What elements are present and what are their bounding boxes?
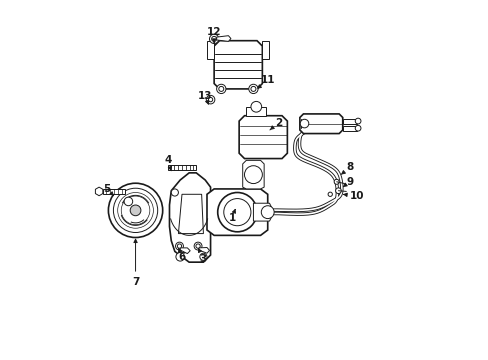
Circle shape: [206, 95, 214, 104]
Circle shape: [121, 196, 149, 225]
Polygon shape: [342, 126, 356, 131]
Circle shape: [354, 125, 360, 131]
Text: 10: 10: [343, 191, 364, 201]
Polygon shape: [103, 189, 124, 194]
Circle shape: [250, 86, 255, 91]
Text: 11: 11: [257, 75, 274, 88]
Circle shape: [354, 118, 360, 124]
Polygon shape: [216, 36, 230, 41]
Circle shape: [208, 98, 212, 102]
Polygon shape: [214, 41, 262, 89]
Polygon shape: [198, 248, 209, 253]
Circle shape: [118, 193, 153, 228]
Polygon shape: [262, 41, 268, 59]
Circle shape: [218, 86, 224, 91]
Polygon shape: [95, 187, 102, 196]
Polygon shape: [169, 173, 210, 262]
Circle shape: [176, 252, 184, 261]
Polygon shape: [239, 116, 287, 158]
Text: 8: 8: [341, 162, 353, 174]
Text: 9: 9: [343, 177, 353, 187]
Circle shape: [217, 193, 257, 232]
Circle shape: [209, 34, 218, 44]
Polygon shape: [178, 194, 203, 234]
Circle shape: [300, 119, 308, 128]
Circle shape: [175, 242, 183, 250]
Text: 4: 4: [163, 156, 171, 171]
Circle shape: [108, 183, 163, 238]
Polygon shape: [206, 41, 214, 59]
Circle shape: [113, 188, 157, 233]
Circle shape: [244, 166, 262, 184]
Circle shape: [177, 244, 181, 248]
Circle shape: [224, 199, 250, 226]
Circle shape: [250, 102, 261, 112]
Circle shape: [130, 205, 141, 216]
Text: 12: 12: [206, 27, 221, 42]
Polygon shape: [206, 189, 267, 235]
Circle shape: [261, 206, 274, 219]
Circle shape: [333, 179, 339, 184]
Polygon shape: [253, 203, 271, 221]
Text: 3: 3: [198, 248, 206, 264]
Circle shape: [196, 244, 200, 248]
Circle shape: [200, 253, 206, 260]
Circle shape: [327, 192, 332, 197]
Polygon shape: [299, 114, 342, 134]
Text: 1: 1: [228, 210, 235, 222]
Polygon shape: [167, 165, 196, 170]
Circle shape: [171, 189, 178, 196]
Circle shape: [194, 242, 202, 250]
Polygon shape: [342, 118, 356, 123]
Polygon shape: [180, 248, 190, 253]
Text: 6: 6: [178, 249, 185, 262]
Polygon shape: [242, 160, 264, 189]
Text: 7: 7: [132, 239, 139, 287]
Text: 13: 13: [198, 91, 212, 104]
Circle shape: [124, 197, 132, 206]
Circle shape: [211, 36, 216, 41]
Bar: [246, 107, 265, 116]
Circle shape: [335, 188, 341, 194]
Text: 5: 5: [103, 184, 113, 195]
Circle shape: [216, 84, 225, 94]
Circle shape: [248, 84, 258, 94]
Text: 2: 2: [269, 118, 282, 130]
